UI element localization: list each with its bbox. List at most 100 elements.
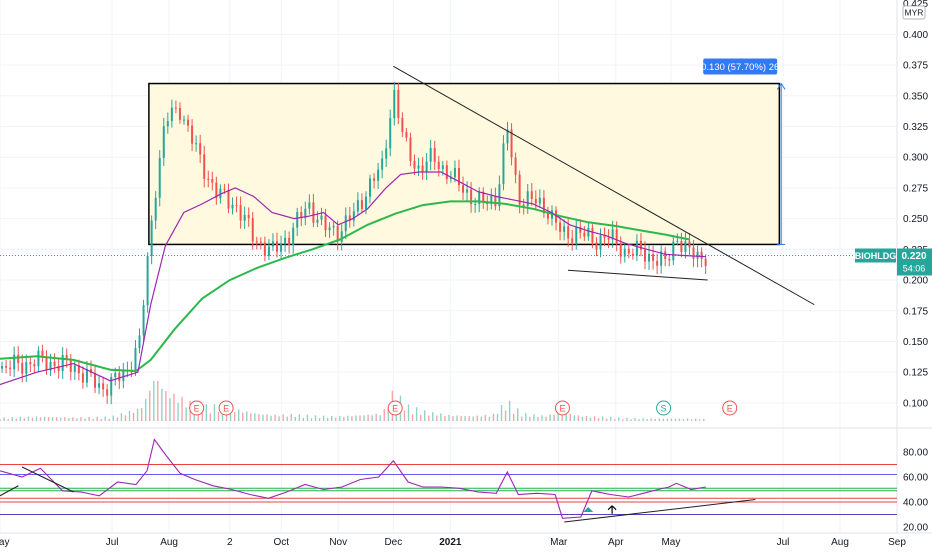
candle-body: [457, 168, 460, 186]
volume-bar: [634, 417, 636, 421]
volume-bar: [104, 416, 106, 421]
volume-bar: [508, 400, 511, 421]
volume-bar: [622, 419, 624, 421]
volume-bar: [314, 415, 317, 421]
volume-bar: [343, 417, 345, 421]
candle-body: [518, 174, 521, 205]
candle-body: [352, 211, 355, 221]
volume-bar: [403, 410, 406, 421]
volume-bar: [533, 414, 535, 421]
volume-bar: [23, 418, 26, 421]
volume-bar: [177, 402, 179, 421]
volume-bar: [585, 416, 588, 421]
candle-body: [631, 253, 634, 256]
candle-body: [433, 147, 436, 162]
volume-bar: [310, 418, 313, 421]
volume-bar: [589, 417, 592, 421]
candle-body: [676, 241, 679, 243]
candle-body: [526, 191, 529, 207]
time-tick-label: Nov: [329, 537, 347, 548]
candle-body: [247, 214, 250, 219]
candle-body: [619, 243, 622, 257]
volume-bar: [630, 419, 632, 421]
candle-body: [413, 161, 416, 169]
price-tick-label: 0.125: [903, 368, 928, 379]
candle-body: [611, 229, 614, 240]
volume-bar: [0, 419, 1, 421]
time-tick-label: Apr: [608, 537, 624, 548]
candle-body: [9, 367, 12, 370]
candle-body: [215, 182, 218, 199]
candle-body: [45, 357, 48, 371]
candle-body: [89, 369, 92, 373]
candle-body: [251, 218, 254, 242]
volume-bar: [270, 415, 272, 421]
volume-bar: [136, 408, 139, 421]
volume-bar: [84, 418, 86, 421]
time-tick-label: 2: [227, 537, 233, 548]
candle-body: [563, 226, 566, 232]
candle-body: [85, 369, 88, 383]
candle-body: [33, 364, 36, 367]
volume-bar: [614, 419, 616, 421]
volume-bar: [322, 415, 325, 421]
price-tick-label: 0.150: [903, 337, 928, 348]
volume-bar: [351, 416, 353, 421]
volume-bar: [593, 416, 596, 421]
candle-body: [219, 188, 222, 199]
candle-body: [603, 235, 606, 238]
candle-body: [692, 247, 695, 259]
volume-bar: [286, 416, 288, 421]
volume-bar: [355, 415, 357, 421]
price-tick-label: 0.100: [903, 398, 928, 409]
volume-bar: [132, 412, 135, 421]
candle-body: [668, 259, 671, 261]
candle-body: [288, 237, 291, 246]
volume-bar: [674, 418, 677, 421]
up-arrow-icon: [583, 507, 594, 512]
candle-body: [57, 366, 60, 371]
volume-bar: [27, 416, 30, 421]
candle-body: [162, 126, 165, 158]
volume-bar: [658, 418, 660, 421]
rsi-trendline: [564, 499, 756, 523]
volume-bar: [19, 416, 22, 421]
candle-body: [401, 117, 404, 132]
candle-body: [53, 361, 56, 367]
candle-body: [364, 196, 367, 209]
volume-bar: [242, 412, 244, 421]
candle-body: [429, 147, 432, 162]
event-marker-label: E: [392, 404, 398, 414]
time-tick-label: May: [661, 537, 680, 548]
candle-body: [65, 354, 68, 360]
volume-bar: [690, 419, 693, 421]
candle-body: [417, 165, 420, 169]
volume-bar: [181, 397, 183, 421]
candle-body: [174, 107, 177, 109]
candle-body: [106, 389, 109, 396]
volume-bar: [339, 416, 341, 421]
rsi-tick-label: 40.00: [903, 498, 928, 509]
range-rectangle-layer: [0, 82, 897, 256]
volume-bar: [480, 416, 483, 421]
volume-bar: [703, 418, 705, 421]
candle-body: [259, 241, 262, 243]
volume-bar: [11, 417, 13, 421]
volume-bar: [642, 418, 644, 421]
volume-bars: [0, 381, 705, 421]
volume-bar: [153, 381, 155, 421]
candle-body: [623, 248, 626, 257]
candle-body: [643, 249, 646, 262]
price-tick-label: 0.350: [903, 91, 928, 102]
candle-body: [284, 237, 287, 245]
descending-trendline: [393, 65, 815, 306]
candle-body: [150, 220, 153, 257]
candle-body: [13, 354, 16, 370]
candle-body: [510, 129, 513, 158]
candle-body: [502, 143, 505, 185]
candle-body: [320, 215, 323, 220]
candle-body: [425, 161, 428, 172]
